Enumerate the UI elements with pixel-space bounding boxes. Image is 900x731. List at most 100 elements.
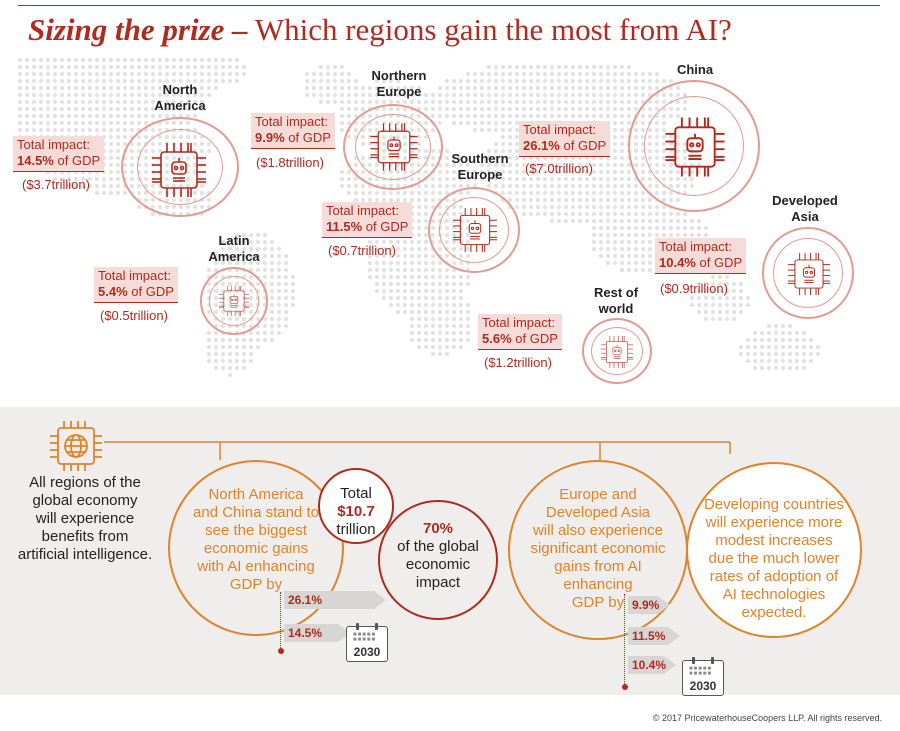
map-dot [626, 92, 632, 98]
map-dot [437, 267, 443, 273]
map-dot [227, 246, 233, 252]
map-dot [766, 358, 772, 364]
map-dot [430, 267, 436, 273]
map-dot [612, 78, 618, 84]
map-dot [430, 344, 436, 350]
map-dot [759, 330, 765, 336]
map-dot [24, 106, 30, 112]
map-dot [766, 365, 772, 371]
ai-chip-icon [147, 138, 211, 207]
map-dot [437, 99, 443, 105]
map-dot [31, 57, 37, 63]
map-dot [444, 169, 450, 175]
map-dot [367, 99, 373, 105]
map-dot [269, 281, 275, 287]
map-dot [577, 183, 583, 189]
map-dot [654, 225, 660, 231]
map-dot [605, 232, 611, 238]
map-dot [556, 204, 562, 210]
map-dot [787, 323, 793, 329]
map-dot [101, 120, 107, 126]
map-dot [745, 302, 751, 308]
map-dot [108, 155, 114, 161]
map-dot [122, 134, 128, 140]
map-dot [73, 64, 79, 70]
map-dot [647, 253, 653, 259]
map-dot [549, 92, 555, 98]
map-dot [444, 351, 450, 357]
map-dot [206, 85, 212, 91]
map-dot [318, 99, 324, 105]
map-dot [633, 260, 639, 266]
map-dot [353, 176, 359, 182]
arrow-bar [628, 627, 680, 645]
map-dot [661, 225, 667, 231]
map-dot [220, 358, 226, 364]
map-dot [157, 78, 163, 84]
map-dot [640, 253, 646, 259]
map-dot [402, 309, 408, 315]
map-dot [374, 197, 380, 203]
map-dot [458, 344, 464, 350]
map-dot [430, 302, 436, 308]
map-dot [472, 106, 478, 112]
map-dot [115, 113, 121, 119]
map-dot [451, 323, 457, 329]
text-line: GDP by [571, 594, 625, 611]
map-dot [773, 330, 779, 336]
map-dot [234, 78, 240, 84]
map-dot [423, 302, 429, 308]
map-dot [598, 183, 604, 189]
map-dot [178, 99, 184, 105]
map-dot [402, 190, 408, 196]
map-dot [367, 267, 373, 273]
map-dot [675, 218, 681, 224]
map-dot [528, 190, 534, 196]
map-dot [514, 78, 520, 84]
map-dot [269, 302, 275, 308]
map-dot [521, 162, 527, 168]
map-dot [80, 183, 86, 189]
map-dot [17, 64, 23, 70]
all-regions-text: All regions of the global economy will exp… [10, 474, 160, 564]
map-dot [458, 169, 464, 175]
map-dot [752, 365, 758, 371]
map-dot [388, 190, 394, 196]
map-dot [598, 197, 604, 203]
map-dot [318, 85, 324, 91]
map-dot [619, 232, 625, 238]
map-dot [171, 64, 177, 70]
map-dot [17, 71, 23, 77]
map-dot [283, 267, 289, 273]
map-dot [31, 113, 37, 119]
map-dot [584, 64, 590, 70]
map-dot [164, 71, 170, 77]
map-dot [241, 232, 247, 238]
map-dot [528, 183, 534, 189]
map-dot [178, 106, 184, 112]
map-dot [143, 85, 149, 91]
map-dot [612, 260, 618, 266]
map-dot [199, 92, 205, 98]
map-dot [129, 92, 135, 98]
map-dot [157, 57, 163, 63]
map-dot [388, 197, 394, 203]
map-dot [143, 113, 149, 119]
map-dot [724, 274, 730, 280]
map-dot [493, 148, 499, 154]
map-dot [605, 113, 611, 119]
map-dot [409, 197, 415, 203]
map-dot [262, 239, 268, 245]
map-dot [157, 71, 163, 77]
map-dot [563, 183, 569, 189]
map-dot [661, 204, 667, 210]
map-dot [486, 162, 492, 168]
map-dot [808, 351, 814, 357]
map-dot [668, 218, 674, 224]
map-dot [633, 211, 639, 217]
map-dot [647, 71, 653, 77]
map-dot [45, 85, 51, 91]
map-dot [507, 169, 513, 175]
map-dot [409, 253, 415, 259]
map-dot [591, 71, 597, 77]
